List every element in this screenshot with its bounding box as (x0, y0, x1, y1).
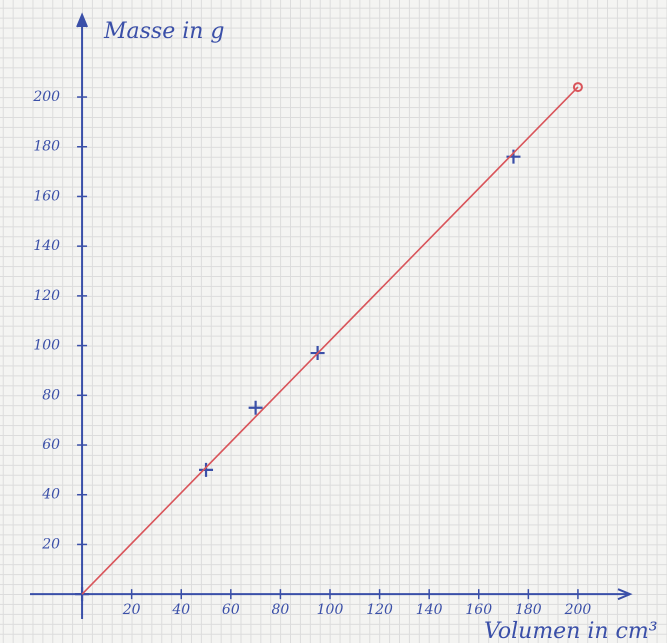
y-tick-label: 40 (41, 487, 60, 503)
x-axis-label: Volumen in cm³ (484, 619, 658, 643)
y-tick-label: 120 (33, 288, 60, 304)
x-tick-label: 80 (271, 602, 289, 618)
data-point (199, 463, 213, 477)
y-tick-label: 140 (33, 238, 60, 254)
chart-title: Masse in g (103, 19, 225, 44)
y-tick-label: 100 (33, 338, 60, 354)
x-tick-label: 160 (465, 602, 492, 618)
y-tick-label: 20 (41, 536, 60, 552)
x-tick-label: 60 (222, 602, 240, 618)
chart: Masse in g Volumen in cm³ 20 40 60 80 100 120… (0, 0, 667, 643)
fit-line (82, 87, 578, 594)
x-tick-label: 20 (122, 602, 141, 618)
y-tick-label: 80 (42, 387, 60, 403)
y-tick-label: 160 (33, 188, 60, 204)
x-tick-label: 100 (317, 602, 344, 618)
x-tick-label: 120 (366, 602, 393, 618)
data-point (506, 150, 520, 164)
x-tick-label: 140 (416, 602, 443, 618)
y-axis-arrow (77, 15, 87, 27)
y-tick-label: 60 (42, 437, 60, 453)
x-tick-label: 40 (171, 602, 190, 618)
y-tick-label: 180 (33, 139, 60, 155)
y-tick-label: 200 (32, 89, 60, 105)
x-tick-label: 200 (564, 602, 592, 618)
graph-paper: Masse in g Volumen in cm³ 20 40 60 80 100 120… (0, 0, 667, 643)
x-tick-label: 180 (515, 602, 542, 618)
